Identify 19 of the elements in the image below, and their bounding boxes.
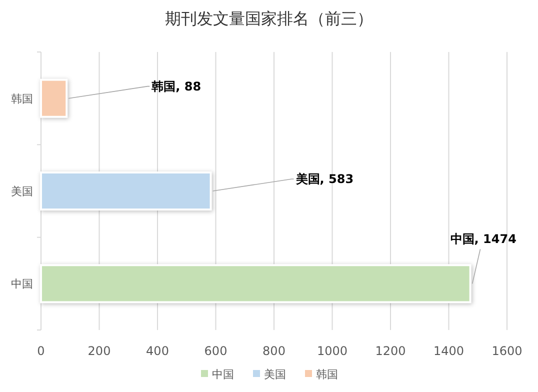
x-tick-label: 200 xyxy=(88,344,111,358)
x-tick-label: 600 xyxy=(204,344,228,358)
chart-title: 期刊发文量国家排名（前三） xyxy=(165,9,373,28)
y-tick-label: 美国 xyxy=(11,185,33,198)
x-tick-label: 1200 xyxy=(375,344,406,358)
legend-label: 美国 xyxy=(264,368,286,381)
y-tick-label: 中国 xyxy=(11,278,33,291)
x-tick-label: 1000 xyxy=(316,344,348,358)
data-label: 韩国, 88 xyxy=(150,79,202,94)
data-label: 美国, 583 xyxy=(294,172,354,186)
legend-label: 中国 xyxy=(212,368,234,381)
x-tick-label: 800 xyxy=(262,344,286,358)
x-tick-label: 400 xyxy=(146,344,169,358)
x-tick-label: 0 xyxy=(37,344,45,358)
x-tick-label: 1400 xyxy=(433,344,464,358)
y-tick-label: 韩国 xyxy=(11,92,33,106)
x-tick-label: 1600 xyxy=(492,344,522,358)
legend-label: 韩国 xyxy=(316,368,338,381)
data-label: 中国, 1474 xyxy=(450,232,516,246)
